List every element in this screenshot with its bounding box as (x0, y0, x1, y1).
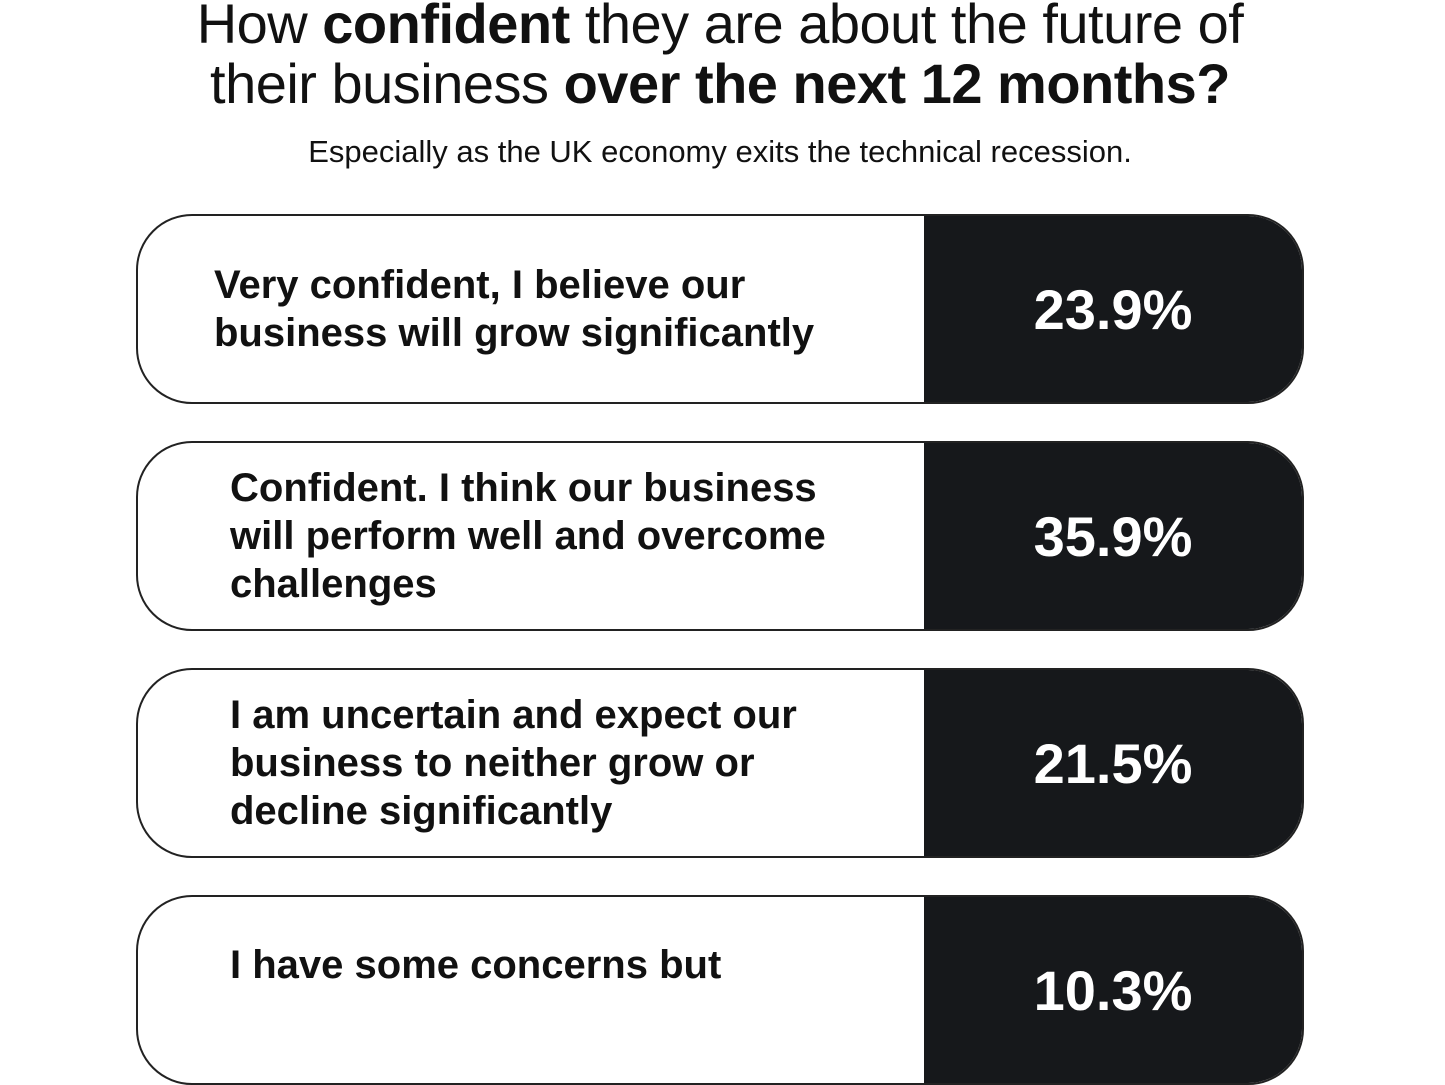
option-label: Confident. I think our business will per… (230, 466, 826, 606)
option-value: 35.9% (924, 443, 1302, 629)
title-part: they are about the future of (569, 0, 1244, 55)
option-value: 23.9% (924, 216, 1302, 402)
title-part: How (196, 0, 323, 55)
option-label: I have some concerns but (230, 943, 722, 987)
option-card: I have some concerns but 10.3% (136, 895, 1304, 1085)
option-card: Very confident, I believe our business w… (136, 214, 1304, 404)
title-part: confident (322, 0, 570, 55)
option-card: Confident. I think our business will per… (136, 441, 1304, 631)
title-part: over the next 12 months? (563, 52, 1231, 115)
subtitle: Especially as the UK economy exits the t… (308, 134, 1132, 169)
option-value: 21.5% (924, 670, 1302, 856)
option-label: Very confident, I believe our business w… (214, 263, 815, 355)
option-value: 10.3% (924, 897, 1302, 1083)
option-label: I am uncertain and expect our business t… (230, 693, 797, 833)
title-part: their business (210, 52, 564, 115)
option-card: I am uncertain and expect our business t… (136, 668, 1304, 858)
title: How confident they are about the future … (0, 0, 1440, 114)
